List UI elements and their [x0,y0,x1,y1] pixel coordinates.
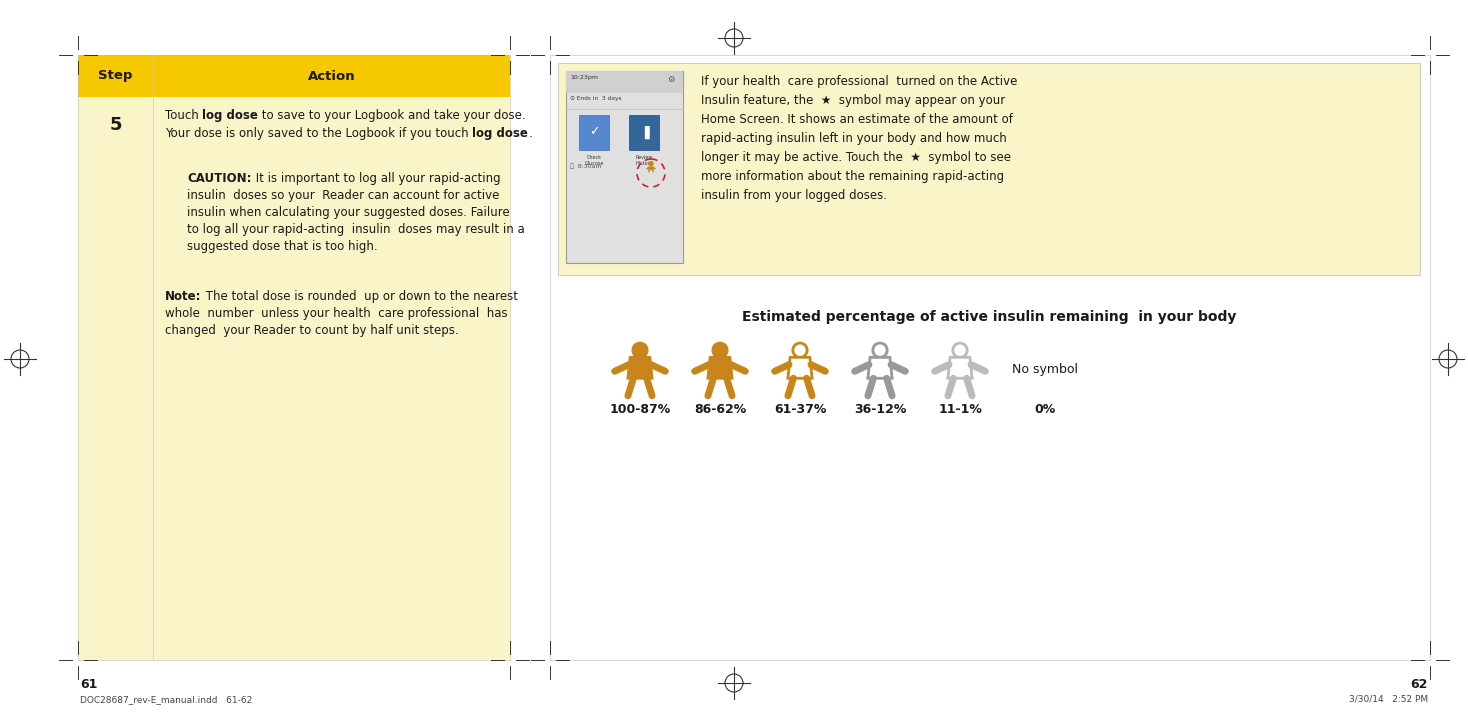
Text: DOC28687_rev-E_manual.indd   61-62: DOC28687_rev-E_manual.indd 61-62 [79,695,252,704]
Text: changed  your Reader to count by half unit steps.: changed your Reader to count by half uni… [164,324,458,337]
Text: insulin from your logged doses.: insulin from your logged doses. [702,189,887,202]
FancyBboxPatch shape [558,63,1420,275]
Text: Note:: Note: [164,290,201,303]
Text: insulin when calculating your suggested doses. Failure: insulin when calculating your suggested … [186,206,509,219]
Text: 11-1%: 11-1% [938,403,982,416]
Text: 5: 5 [109,116,122,134]
Text: insulin  doses so your  Reader can account for active: insulin doses so your Reader can account… [186,189,499,202]
Circle shape [713,343,727,357]
FancyBboxPatch shape [567,71,683,263]
Text: Check
Glucose: Check Glucose [584,155,603,166]
Text: log dose: log dose [203,109,258,122]
FancyBboxPatch shape [78,55,153,97]
Polygon shape [649,166,653,169]
Text: longer it may be active. Touch the  ★  symbol to see: longer it may be active. Touch the ★ sym… [702,151,1011,164]
Text: Your dose is only saved to the Logbook if you touch: Your dose is only saved to the Logbook i… [164,127,473,140]
Text: Action: Action [308,70,355,83]
Text: ✓: ✓ [589,126,599,139]
FancyBboxPatch shape [550,55,1430,660]
Text: Insulin feature, the  ★  symbol may appear on your: Insulin feature, the ★ symbol may appear… [702,94,1006,107]
Polygon shape [708,357,733,378]
Polygon shape [948,357,972,378]
Text: Touch: Touch [164,109,203,122]
Polygon shape [868,357,893,378]
Text: Home Screen. It shows an estimate of the amount of: Home Screen. It shows an estimate of the… [702,113,1013,126]
Text: 100-87%: 100-87% [609,403,671,416]
Text: log dose: log dose [473,127,528,140]
Text: 0%: 0% [1035,403,1055,416]
Text: Estimated percentage of active insulin remaining  in your body: Estimated percentage of active insulin r… [741,310,1236,324]
Text: It is important to log all your rapid-acting: It is important to log all your rapid-ac… [251,172,501,185]
Text: 10:23pm: 10:23pm [570,75,597,80]
Text: If your health  care professional  turned on the Active: If your health care professional turned … [702,75,1017,88]
Text: to save to your Logbook and take your dose.: to save to your Logbook and take your do… [258,109,526,122]
Text: ⊙ Ends in  3 days: ⊙ Ends in 3 days [570,96,621,101]
FancyBboxPatch shape [628,115,659,150]
Text: CAUTION:: CAUTION: [186,172,251,185]
Text: to log all your rapid-acting  insulin  doses may result in a: to log all your rapid-acting insulin dos… [186,223,524,236]
Circle shape [633,343,647,357]
Text: ⚙: ⚙ [668,75,675,84]
Text: suggested dose that is too high.: suggested dose that is too high. [186,240,377,253]
Text: 3/30/14   2:52 PM: 3/30/14 2:52 PM [1349,695,1428,704]
Polygon shape [788,357,812,378]
Text: 62: 62 [1411,678,1428,691]
FancyBboxPatch shape [153,55,509,97]
Text: rapid-acting insulin left in your body and how much: rapid-acting insulin left in your body a… [702,132,1007,145]
Text: more information about the remaining rapid-acting: more information about the remaining rap… [702,170,1004,183]
Text: Review
History: Review History [636,155,653,166]
Text: 🔔  8:30am: 🔔 8:30am [570,163,602,168]
Text: Step: Step [98,70,132,83]
FancyBboxPatch shape [567,71,683,93]
Circle shape [649,162,653,165]
Polygon shape [628,357,652,378]
Text: whole  number  unless your health  care professional  has: whole number unless your health care pro… [164,307,508,320]
Text: No symbol: No symbol [1011,364,1078,377]
FancyBboxPatch shape [578,115,609,150]
Text: 36-12%: 36-12% [854,403,906,416]
Text: 86-62%: 86-62% [694,403,746,416]
Text: ▐: ▐ [639,125,649,139]
Text: The total dose is rounded  up or down to the nearest: The total dose is rounded up or down to … [201,290,518,303]
FancyBboxPatch shape [78,55,509,660]
Text: 61-37%: 61-37% [774,403,826,416]
Text: .: . [528,127,531,140]
Text: 61: 61 [79,678,97,691]
